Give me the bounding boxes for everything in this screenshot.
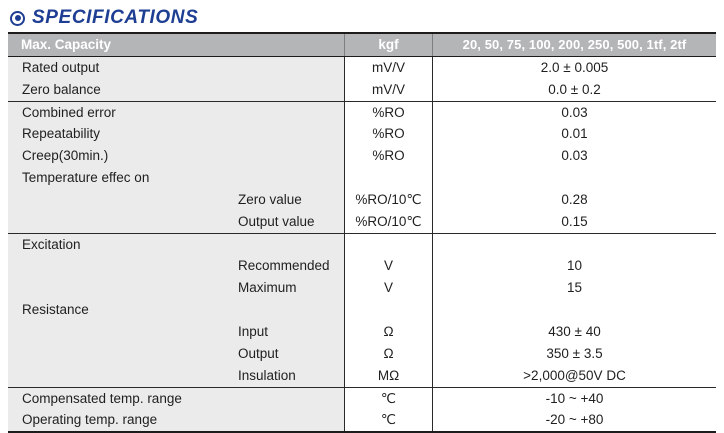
spec-table-body: Rated output mV/V 2.0 ± 0.005 Zero balan… bbox=[8, 57, 716, 431]
unit-cell: %RO bbox=[344, 145, 432, 167]
unit-cell: %RO/10℃ bbox=[344, 189, 432, 211]
header-value-cell: 20, 50, 75, 100, 200, 250, 500, 1tf, 2tf bbox=[432, 34, 716, 56]
parameter-cell: Output value bbox=[8, 211, 344, 233]
table-row: Creep(30min.) %RO 0.03 bbox=[8, 145, 716, 167]
parameter-cell: Zero balance bbox=[8, 79, 344, 101]
unit-cell: %RO/10℃ bbox=[344, 211, 432, 233]
header-unit-cell: kgf bbox=[344, 34, 432, 56]
unit-cell: ℃ bbox=[344, 388, 432, 409]
table-row: Maximum V 15 bbox=[8, 277, 716, 299]
value-cell: 15 bbox=[432, 277, 716, 299]
table-row: Insulation MΩ >2,000@50V DC bbox=[8, 365, 716, 387]
unit-cell: ℃ bbox=[344, 409, 432, 431]
value-cell bbox=[432, 299, 716, 321]
value-cell: 10 bbox=[432, 255, 716, 277]
parameter-cell: Output bbox=[8, 343, 344, 365]
unit-cell: %RO bbox=[344, 102, 432, 123]
value-cell: 0.03 bbox=[432, 145, 716, 167]
table-row: Operating temp. range ℃ -20 ~ +80 bbox=[8, 409, 716, 431]
table-row: Repeatability %RO 0.01 bbox=[8, 123, 716, 145]
parameter-cell: Recommended bbox=[8, 255, 344, 277]
value-cell: -10 ~ +40 bbox=[432, 388, 716, 409]
parameter-cell: Combined error bbox=[8, 102, 344, 123]
parameter-cell: Creep(30min.) bbox=[8, 145, 344, 167]
parameter-cell: Maximum bbox=[8, 277, 344, 299]
table-row: Temperature effec on bbox=[8, 167, 716, 189]
table-row: Compensated temp. range ℃ -10 ~ +40 bbox=[8, 387, 716, 409]
parameter-cell: Repeatability bbox=[8, 123, 344, 145]
parameter-cell: Temperature effec on bbox=[8, 167, 344, 189]
table-row: Combined error %RO 0.03 bbox=[8, 101, 716, 123]
unit-cell: Ω bbox=[344, 321, 432, 343]
unit-cell bbox=[344, 234, 432, 255]
unit-cell: V bbox=[344, 255, 432, 277]
table-row: Input Ω 430 ± 40 bbox=[8, 321, 716, 343]
value-cell: 430 ± 40 bbox=[432, 321, 716, 343]
title-bar: SPECIFICATIONS bbox=[0, 0, 724, 30]
value-cell: >2,000@50V DC bbox=[432, 365, 716, 387]
unit-cell: Ω bbox=[344, 343, 432, 365]
table-row: Resistance bbox=[8, 299, 716, 321]
unit-cell bbox=[344, 167, 432, 189]
parameter-cell: Compensated temp. range bbox=[8, 388, 344, 409]
table-row: Output Ω 350 ± 3.5 bbox=[8, 343, 716, 365]
unit-cell: V bbox=[344, 277, 432, 299]
value-cell: 0.15 bbox=[432, 211, 716, 233]
header-parameter-cell: Max. Capacity bbox=[21, 37, 112, 52]
table-row: Excitation bbox=[8, 233, 716, 255]
table-row: Zero balance mV/V 0.0 ± 0.2 bbox=[8, 79, 716, 101]
unit-cell: %RO bbox=[344, 123, 432, 145]
value-cell: 0.03 bbox=[432, 102, 716, 123]
parameter-cell: Zero value bbox=[8, 189, 344, 211]
table-row: Zero value %RO/10℃ 0.28 bbox=[8, 189, 716, 211]
unit-cell: MΩ bbox=[344, 365, 432, 387]
value-cell: 2.0 ± 0.005 bbox=[432, 57, 716, 79]
parameter-cell: Rated output bbox=[8, 57, 344, 79]
table-row: Rated output mV/V 2.0 ± 0.005 bbox=[8, 57, 716, 79]
unit-cell bbox=[344, 299, 432, 321]
value-cell: 0.0 ± 0.2 bbox=[432, 79, 716, 101]
specifications-table: Max. Capacity kgf 20, 50, 75, 100, 200, … bbox=[8, 32, 716, 433]
value-cell bbox=[432, 167, 716, 189]
parameter-cell: Resistance bbox=[8, 299, 344, 321]
value-cell: 350 ± 3.5 bbox=[432, 343, 716, 365]
value-cell: -20 ~ +80 bbox=[432, 409, 716, 431]
value-cell: 0.01 bbox=[432, 123, 716, 145]
table-row: Recommended V 10 bbox=[8, 255, 716, 277]
parameter-cell: Input bbox=[8, 321, 344, 343]
parameter-cell: Operating temp. range bbox=[8, 409, 344, 431]
bullseye-icon bbox=[10, 10, 25, 26]
unit-cell: mV/V bbox=[344, 57, 432, 79]
parameter-cell: Insulation bbox=[8, 365, 344, 387]
table-header-row: Max. Capacity kgf 20, 50, 75, 100, 200, … bbox=[8, 34, 716, 57]
parameter-cell: Excitation bbox=[8, 234, 344, 255]
unit-cell: mV/V bbox=[344, 79, 432, 101]
table-row: Output value %RO/10℃ 0.15 bbox=[8, 211, 716, 233]
value-cell: 0.28 bbox=[432, 189, 716, 211]
value-cell bbox=[432, 234, 716, 255]
page-title: SPECIFICATIONS bbox=[32, 7, 199, 28]
